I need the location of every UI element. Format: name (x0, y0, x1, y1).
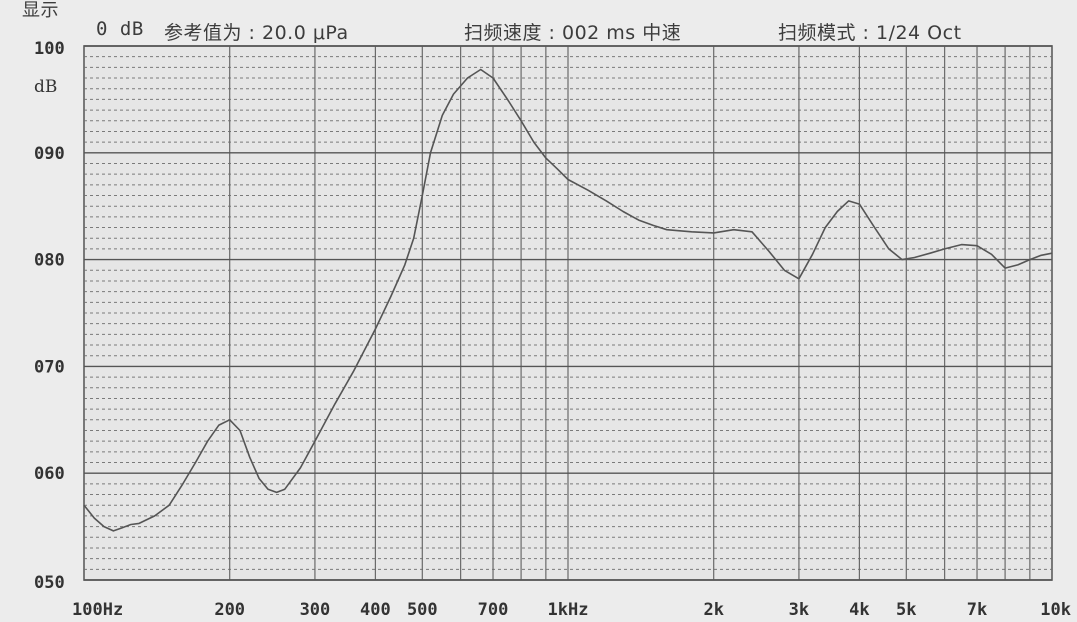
x-tick-label: 3k (789, 600, 809, 620)
header-reference-value: 参考值为 : 20.0 μPa (164, 22, 349, 44)
y-tick-label: 060 (34, 464, 65, 484)
y-axis-labels: 050 060 070 080 090 100 dB (34, 39, 65, 593)
x-tick-label: 200 (214, 600, 245, 620)
y-tick-label: 090 (34, 144, 65, 164)
y-unit-label: dB (34, 77, 57, 97)
x-tick-label: 10k (1040, 600, 1071, 620)
x-tick-label: 7k (967, 600, 987, 620)
header-truncated-text: 显示 (22, 0, 59, 21)
x-tick-label: 2k (703, 600, 723, 620)
x-tick-label: 5k (896, 600, 916, 620)
x-tick-label: 700 (478, 600, 509, 620)
x-tick-label: 4k (849, 600, 869, 620)
x-axis-labels: 100Hz 200 300 400 500 700 1kHz 2k 3k 4k 5k 7k 10k (72, 600, 1071, 620)
header-level: 0 dB (96, 18, 144, 40)
header-sweep-speed: 扫频速度 : 002 ms 中速 (464, 22, 682, 44)
minor-gridlines (84, 56, 1052, 570)
y-tick-label: 080 (34, 251, 65, 271)
y-tick-label: 070 (34, 357, 65, 377)
major-gridlines (83, 45, 1053, 581)
y-tick-label: 050 (34, 573, 65, 593)
header-sweep-mode: 扫频模式 : 1/24 Oct (778, 22, 962, 44)
y-tick-label: 100 (34, 39, 65, 59)
x-tick-label: 300 (300, 600, 331, 620)
x-tick-label: 1kHz (548, 600, 589, 620)
series-line (83, 68, 1053, 532)
response-curve (83, 68, 1053, 532)
x-tick-label: 500 (407, 600, 438, 620)
x-tick-label: 400 (360, 600, 391, 620)
x-tick-label: 100Hz (72, 600, 123, 620)
